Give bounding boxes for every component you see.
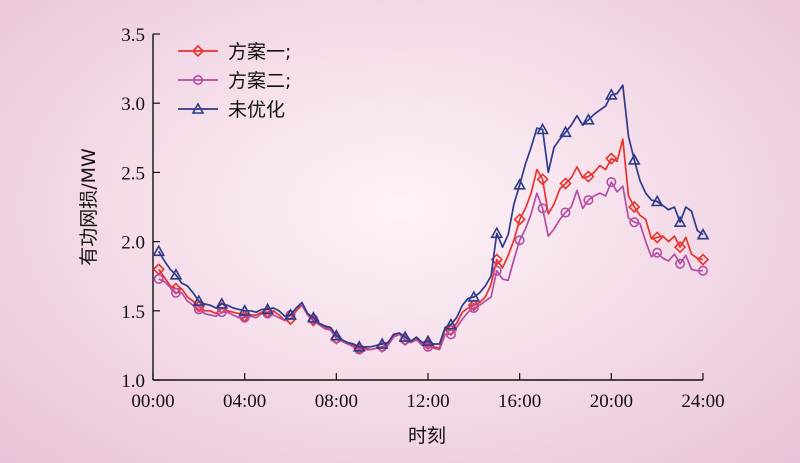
legend-marker [193, 75, 204, 86]
legend-item: 未优化 [178, 99, 285, 121]
data-point [421, 334, 435, 347]
data-point [329, 329, 343, 341]
series-2 [153, 177, 708, 355]
legend-label: 方案二; [228, 70, 291, 92]
y-tick-label: 3.5 [121, 25, 145, 46]
series-3 [152, 84, 710, 352]
data-point [628, 200, 641, 214]
series-line [157, 84, 704, 348]
data-point [651, 231, 664, 244]
data-point [239, 312, 250, 323]
data-point [468, 303, 479, 314]
data-point [604, 88, 618, 100]
data-point [605, 152, 618, 165]
data-point [537, 203, 548, 214]
data-point [467, 290, 481, 302]
legend-marker [191, 44, 205, 58]
y-tick-label: 1.5 [121, 302, 145, 323]
data-point [445, 329, 456, 340]
legend-item: 方案二; [178, 70, 291, 92]
data-point [582, 113, 595, 125]
data-point [170, 287, 181, 298]
legend: 方案一; 方案二; 未优化 [178, 41, 291, 121]
data-point [398, 330, 412, 342]
data-point [153, 273, 164, 284]
x-tick-label: 24:00 [681, 391, 724, 412]
data-point [307, 311, 320, 323]
data-point [513, 213, 526, 226]
y-tick-label: 3.0 [121, 94, 145, 115]
x-tick-label: 04:00 [223, 391, 266, 412]
data-point [375, 337, 389, 349]
series-line [158, 181, 703, 351]
data-point [652, 247, 663, 258]
data-point [627, 153, 641, 165]
x-tick-label: 12:00 [406, 391, 449, 412]
data-point [650, 194, 664, 207]
data-point [444, 317, 458, 330]
data-point [696, 253, 710, 266]
y-axis-label: 有功网损/MW [78, 148, 100, 266]
legend-label: 方案一; [228, 41, 291, 63]
data-point [697, 265, 708, 276]
x-tick-label: 08:00 [315, 391, 358, 412]
series-layer [152, 84, 710, 355]
data-point [284, 308, 297, 320]
data-point [629, 217, 640, 228]
data-point [514, 235, 525, 246]
data-point [513, 178, 527, 190]
x-tick-label: 16:00 [498, 391, 541, 412]
y-tick-label: 1.0 [121, 371, 145, 392]
data-point [696, 228, 710, 240]
y-tick-label: 2.0 [121, 233, 145, 254]
data-point [583, 195, 594, 206]
data-point [560, 207, 571, 218]
x-axis-label: 时刻 [408, 425, 446, 447]
data-point [582, 170, 595, 183]
data-point [238, 304, 252, 316]
data-point [536, 122, 549, 135]
axes: 1.0 1.5 2.0 2.5 3.0 3.5 00:00 04:00 08:00 12:00 16… [121, 25, 724, 412]
data-point [673, 241, 687, 254]
data-point [169, 282, 183, 295]
legend-label: 未优化 [228, 99, 285, 121]
data-point [352, 340, 366, 352]
data-point [559, 125, 572, 138]
data-point [192, 294, 206, 306]
data-point [152, 244, 166, 257]
series-1 [152, 138, 710, 355]
y-tick-label: 2.5 [121, 163, 145, 184]
data-point [673, 215, 687, 228]
legend-marker [191, 102, 205, 114]
x-tick-label: 20:00 [590, 391, 633, 412]
x-tick-label: 00:00 [131, 391, 174, 412]
data-point [606, 177, 617, 188]
data-point [261, 302, 274, 315]
data-point [215, 297, 229, 309]
data-point [169, 268, 183, 280]
data-point [490, 226, 504, 239]
data-point [536, 173, 549, 186]
legend-item: 方案一; [178, 41, 291, 63]
data-point [559, 177, 572, 190]
data-point [467, 299, 480, 312]
data-point [422, 341, 433, 352]
data-point [675, 258, 686, 269]
